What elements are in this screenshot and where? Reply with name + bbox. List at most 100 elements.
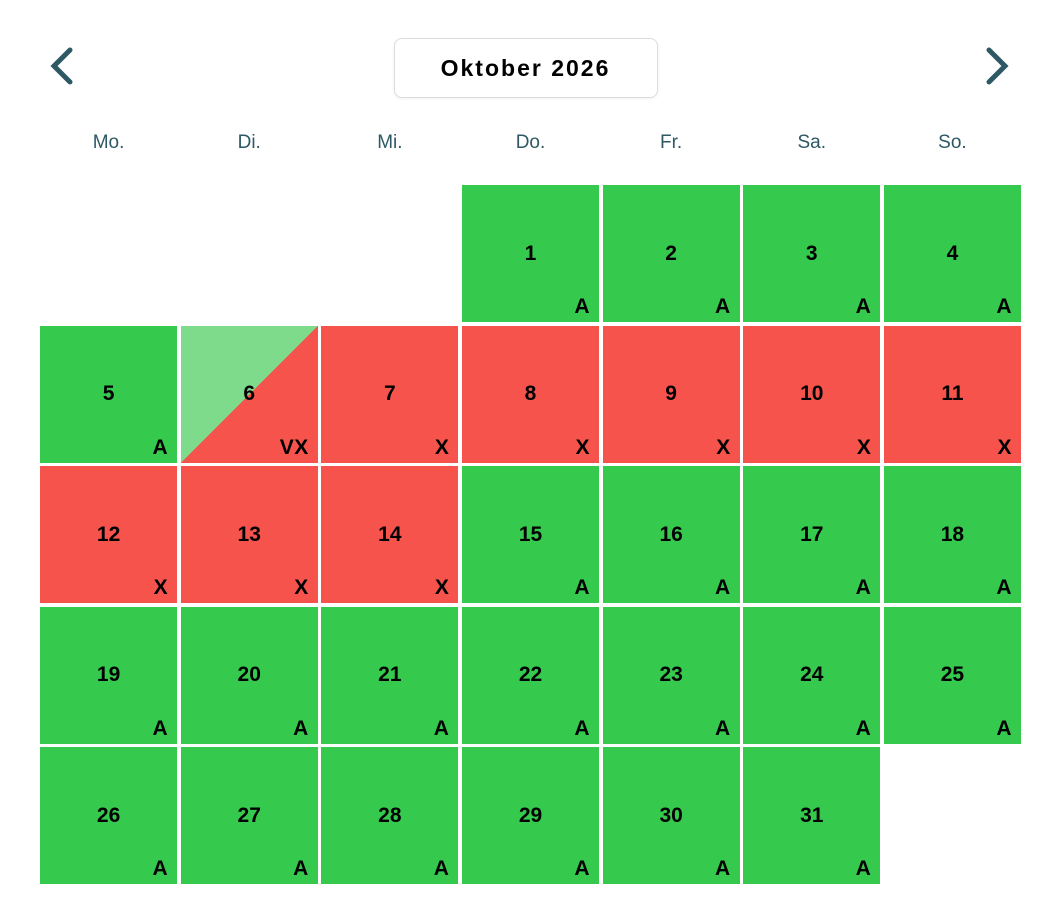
day-status-marker: X bbox=[997, 435, 1012, 459]
day-cell[interactable]: 17 A bbox=[743, 466, 881, 603]
day-status-marker: X bbox=[716, 435, 731, 459]
day-cell[interactable]: 20 A bbox=[180, 606, 318, 744]
day-status-marker: A bbox=[293, 716, 309, 740]
day-status-marker: A bbox=[574, 295, 591, 318]
weekday-header-row: Mo. Di. Mi. Do. Fr. Sa. So. bbox=[40, 130, 1021, 156]
day-cell[interactable]: 15 A bbox=[461, 466, 600, 603]
day-status-marker: A bbox=[152, 716, 169, 740]
day-status-marker: A bbox=[152, 435, 169, 459]
weekday-label-so: So. bbox=[938, 132, 967, 153]
day-number: 11 bbox=[941, 382, 964, 405]
day-status-marker: A bbox=[433, 716, 450, 740]
weekday-label-mi: Mi. bbox=[377, 132, 403, 153]
day-status-marker: A bbox=[152, 857, 169, 880]
day-status-marker: A bbox=[996, 576, 1012, 599]
day-cell[interactable]: 23 A bbox=[602, 606, 740, 744]
day-status-marker: X bbox=[434, 576, 450, 599]
day-cell[interactable]: 31 A bbox=[743, 747, 881, 884]
day-cell[interactable]: 27 A bbox=[180, 747, 318, 884]
weekday-label-mo: Mo. bbox=[92, 132, 125, 153]
day-status-marker: A bbox=[855, 295, 872, 318]
weekday-label-do: Do. bbox=[515, 132, 546, 153]
day-status-marker: A bbox=[715, 716, 731, 740]
day-number: 26 bbox=[96, 803, 121, 827]
day-cell[interactable]: 14 X bbox=[321, 466, 459, 603]
day-number: 2 bbox=[665, 241, 677, 265]
day-status-marker: A bbox=[574, 576, 591, 599]
day-cell[interactable]: 30 A bbox=[602, 747, 740, 884]
day-status-marker: A bbox=[293, 857, 309, 880]
day-cell[interactable]: 26 A bbox=[40, 747, 178, 884]
day-number: 16 bbox=[659, 522, 683, 546]
day-cell[interactable]: 6 VX bbox=[180, 325, 318, 463]
day-status-marker: A bbox=[715, 576, 731, 599]
weekday-label-di: Di. bbox=[237, 132, 261, 153]
day-number: 17 bbox=[800, 522, 824, 546]
day-number: 1 bbox=[524, 241, 537, 265]
day-cell[interactable]: 11 X bbox=[883, 325, 1021, 463]
chevron-left-icon bbox=[49, 46, 75, 86]
day-number: 24 bbox=[800, 663, 824, 686]
day-number: 5 bbox=[102, 382, 115, 405]
weekday-label-fr: Fr. bbox=[660, 132, 683, 153]
day-cell[interactable]: 16 A bbox=[602, 466, 740, 603]
day-cell[interactable]: 29 A bbox=[461, 747, 600, 884]
day-number: 25 bbox=[940, 663, 965, 686]
day-number: 31 bbox=[800, 803, 824, 827]
day-number: 22 bbox=[518, 663, 543, 686]
day-status-marker: X bbox=[575, 435, 591, 459]
day-status-marker: A bbox=[996, 716, 1012, 740]
day-status-marker: X bbox=[434, 435, 450, 459]
day-number: 30 bbox=[659, 803, 683, 827]
month-title-box[interactable]: Oktober 2026 bbox=[393, 38, 658, 98]
day-status-marker: X bbox=[294, 576, 309, 599]
day-number: 6 bbox=[243, 382, 256, 405]
day-status-marker: A bbox=[855, 576, 872, 599]
prev-month-button[interactable] bbox=[40, 44, 84, 88]
day-number: 21 bbox=[378, 663, 402, 686]
day-cell[interactable]: 28 A bbox=[321, 747, 459, 884]
day-cell[interactable]: 12 X bbox=[40, 466, 178, 603]
day-status-marker: A bbox=[574, 716, 591, 740]
day-cell[interactable]: 24 A bbox=[743, 606, 881, 744]
day-number: 20 bbox=[237, 663, 261, 686]
day-number: 18 bbox=[940, 522, 965, 546]
day-number: 28 bbox=[378, 803, 402, 827]
day-cell[interactable]: 25 A bbox=[883, 606, 1021, 744]
day-number: 19 bbox=[96, 663, 121, 686]
day-status-marker: A bbox=[715, 857, 731, 880]
day-number: 23 bbox=[659, 663, 683, 686]
day-number: 3 bbox=[805, 241, 818, 265]
weekday-label-sa: Sa. bbox=[797, 132, 827, 153]
day-cell[interactable]: 13 X bbox=[180, 466, 318, 603]
day-number: 8 bbox=[524, 382, 537, 405]
day-number: 29 bbox=[518, 803, 543, 827]
day-status-marker: VX bbox=[279, 435, 309, 459]
day-number: 10 bbox=[800, 382, 824, 405]
day-status-marker: X bbox=[153, 576, 169, 599]
day-cell[interactable]: 19 A bbox=[40, 606, 178, 744]
day-cell[interactable]: 18 A bbox=[883, 466, 1021, 603]
day-cell[interactable]: 21 A bbox=[321, 606, 459, 744]
day-number: 4 bbox=[946, 241, 959, 265]
calendar-grid: 1 A 2 A 3 A 4 A 5 A 6 VX 7 X 8 X 9 X 10 X 11 X 12 X 13 X 14 X 15 A 16 A… bbox=[40, 185, 1021, 884]
day-status-marker: A bbox=[574, 857, 591, 880]
day-cell[interactable]: 22 A bbox=[461, 606, 600, 744]
day-status-marker: A bbox=[715, 295, 731, 318]
next-month-button[interactable] bbox=[975, 44, 1019, 88]
day-status-marker: X bbox=[856, 435, 872, 459]
month-title: Oktober 2026 bbox=[440, 54, 611, 81]
day-number: 27 bbox=[237, 803, 261, 827]
day-cell[interactable]: 10 X bbox=[743, 325, 881, 463]
chevron-right-icon bbox=[984, 46, 1010, 86]
day-number: 14 bbox=[378, 522, 402, 546]
